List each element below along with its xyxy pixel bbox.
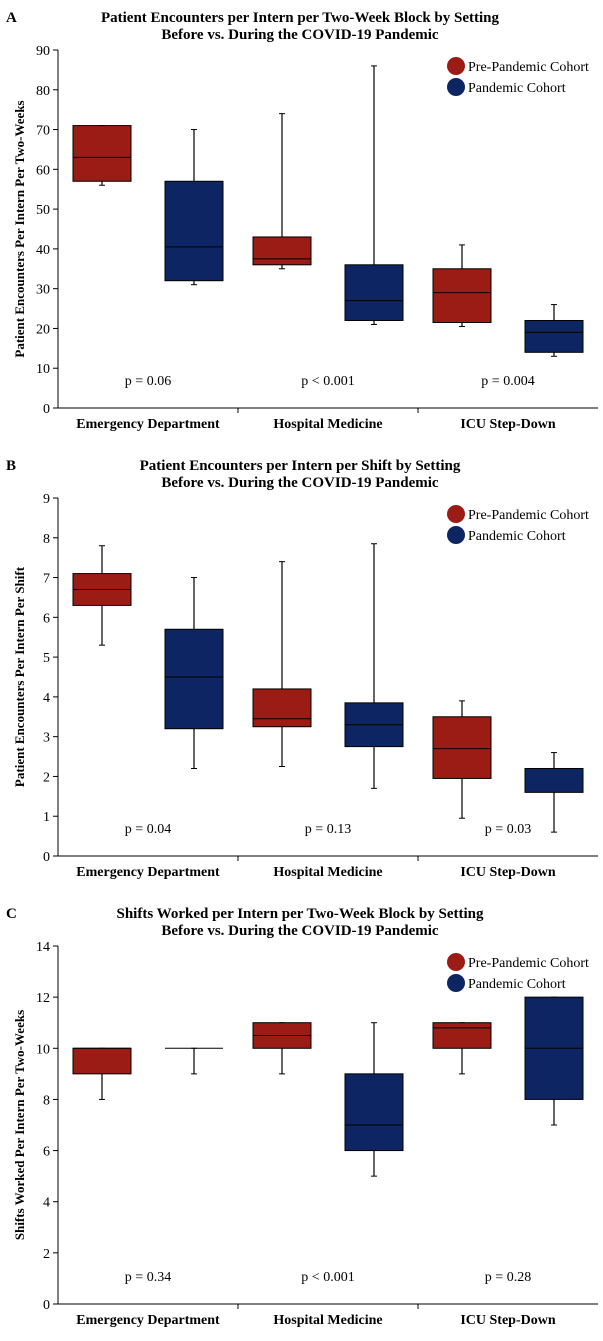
x-category-label: ICU Step-Down (460, 865, 556, 880)
pre-pandemic-box (252, 688, 312, 728)
pre-pandemic-box (72, 125, 132, 182)
y-axis-label: Patient Encounters Per Intern Per Two-We… (12, 100, 27, 357)
y-axis-label: Shifts Worked Per Intern Per Two-Weeks (12, 1010, 27, 1240)
pre-pandemic-legend-marker (447, 953, 465, 971)
y-tick-label: 12 (36, 991, 50, 1006)
y-tick-label: 70 (36, 124, 50, 139)
pandemic-box (164, 180, 224, 282)
y-tick-label: 2 (43, 770, 50, 785)
pre-pandemic-legend-marker (447, 505, 465, 523)
legend-label: Pandemic Cohort (468, 977, 566, 992)
legend-label: Pre-Pandemic Cohort (468, 60, 589, 75)
legend-label: Pandemic Cohort (468, 81, 566, 96)
x-category-label: Hospital Medicine (273, 865, 382, 880)
y-tick-label: 10 (36, 362, 50, 377)
y-tick-label: 0 (43, 850, 50, 865)
chart-b: B Patient Encounters per Intern per Shift… (6, 458, 598, 880)
legend-label: Pandemic Cohort (468, 529, 566, 544)
y-tick-label: 0 (43, 1298, 50, 1313)
y-axis-label: Patient Encounters Per Intern Per Shift (12, 566, 27, 787)
y-tick-label: 9 (43, 492, 50, 507)
panel-a: A Patient Encounters per Intern per Two-W… (0, 0, 603, 445)
pre-pandemic-box (432, 1022, 492, 1049)
panel-c: C Shifts Worked per Intern per Two-Week B… (0, 896, 603, 1341)
chart-title-line: Before vs. During the COVID-19 Pandemic (161, 475, 439, 491)
y-tick-label: 90 (36, 44, 50, 59)
chart-title-line: Patient Encounters per Intern per Shift … (140, 458, 461, 474)
y-tick-label: 2 (43, 1247, 50, 1262)
chart-c: C Shifts Worked per Intern per Two-Week B… (6, 906, 598, 1328)
panel-letter: C (6, 906, 17, 922)
legend-label: Pre-Pandemic Cohort (468, 508, 589, 523)
pandemic-box (524, 319, 584, 353)
y-tick-label: 5 (43, 651, 50, 666)
y-tick-label: 6 (43, 611, 50, 626)
panel-b: B Patient Encounters per Intern per Shift… (0, 448, 603, 893)
x-category-label: ICU Step-Down (460, 417, 556, 432)
p-value-label: p = 0.34 (125, 1270, 171, 1285)
pandemic-box (164, 628, 224, 730)
x-category-label: Hospital Medicine (273, 1313, 382, 1328)
x-category-label: Emergency Department (76, 417, 220, 432)
p-value-label: p < 0.001 (301, 1270, 354, 1285)
y-tick-label: 10 (36, 1042, 50, 1057)
p-value-label: p = 0.06 (125, 374, 171, 389)
p-value-label: p = 0.004 (481, 374, 534, 389)
chart-title-line: Shifts Worked per Intern per Two-Week Bl… (117, 906, 484, 922)
p-value-label: p = 0.13 (305, 822, 351, 837)
y-tick-label: 7 (43, 572, 50, 587)
y-tick-label: 30 (36, 283, 50, 298)
x-category-label: Emergency Department (76, 865, 220, 880)
p-value-label: p = 0.04 (125, 822, 171, 837)
panel-letter: A (6, 10, 17, 26)
y-tick-label: 3 (43, 731, 50, 746)
y-tick-label: 50 (36, 203, 50, 218)
y-tick-label: 14 (36, 940, 50, 955)
pre-pandemic-box (72, 1047, 132, 1075)
p-value-label: p = 0.28 (485, 1270, 531, 1285)
pandemic-legend-marker (447, 78, 465, 96)
y-tick-label: 40 (36, 243, 50, 258)
y-tick-label: 60 (36, 163, 50, 178)
pandemic-box (344, 264, 404, 321)
pandemic-legend-marker (447, 974, 465, 992)
legend-label: Pre-Pandemic Cohort (468, 956, 589, 971)
pandemic-box (344, 1073, 404, 1152)
chart-title-line: Before vs. During the COVID-19 Pandemic (161, 923, 439, 939)
pandemic-box (524, 767, 584, 793)
p-value-label: p = 0.03 (485, 822, 531, 837)
pre-pandemic-box (252, 236, 312, 266)
pre-pandemic-box (432, 268, 492, 323)
y-tick-label: 4 (43, 691, 50, 706)
x-category-label: Hospital Medicine (273, 417, 382, 432)
pre-pandemic-box (432, 716, 492, 779)
chart-a: A Patient Encounters per Intern per Two-W… (6, 10, 598, 432)
y-tick-label: 8 (43, 1093, 50, 1108)
pandemic-legend-marker (447, 526, 465, 544)
y-tick-label: 80 (36, 84, 50, 99)
y-tick-label: 8 (43, 532, 50, 547)
panel-letter: B (6, 458, 16, 474)
y-tick-label: 6 (43, 1145, 50, 1160)
x-category-label: Emergency Department (76, 1313, 220, 1328)
y-tick-label: 4 (43, 1196, 50, 1211)
y-tick-label: 20 (36, 322, 50, 337)
x-category-label: ICU Step-Down (460, 1313, 556, 1328)
p-value-label: p < 0.001 (301, 374, 354, 389)
pre-pandemic-legend-marker (447, 57, 465, 75)
y-tick-label: 0 (43, 402, 50, 417)
chart-title-line: Patient Encounters per Intern per Two-We… (101, 10, 500, 26)
y-tick-label: 1 (43, 810, 50, 825)
chart-title-line: Before vs. During the COVID-19 Pandemic (161, 27, 439, 43)
